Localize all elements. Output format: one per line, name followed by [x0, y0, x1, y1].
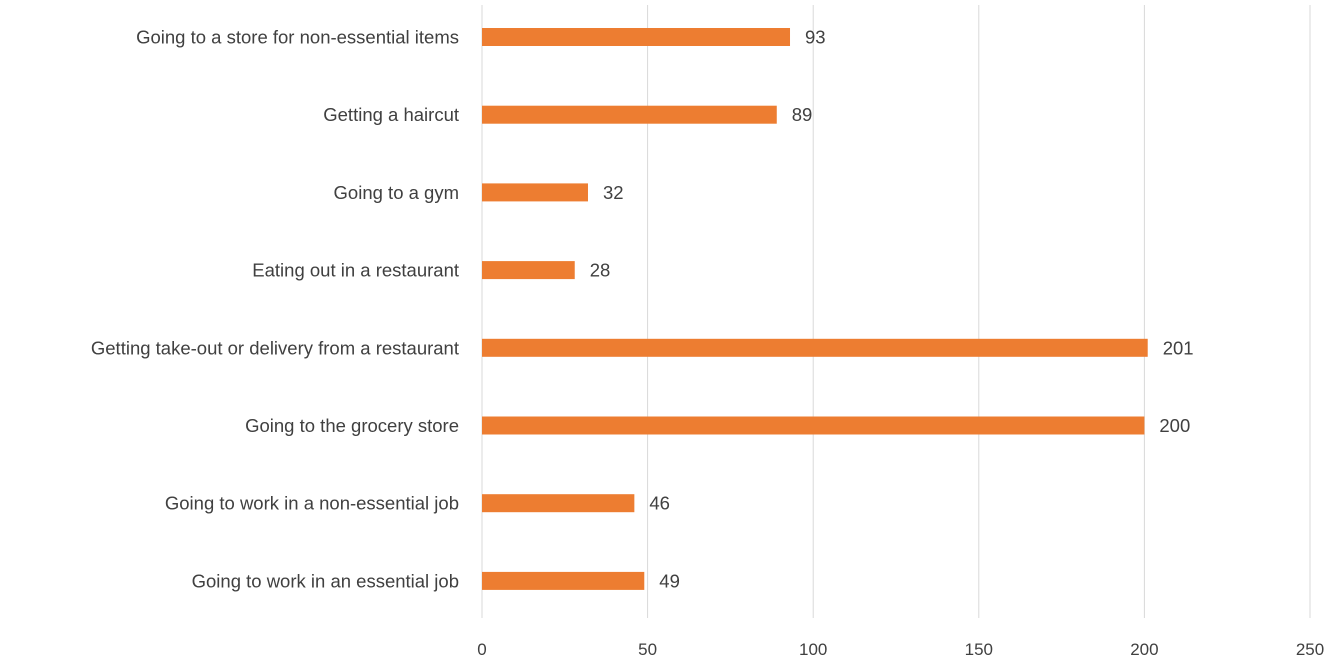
category-labels: Going to a store for non-essential items…: [91, 27, 459, 592]
bar: [482, 28, 791, 46]
category-label: Eating out in a restaurant: [252, 260, 459, 281]
x-tick-label: 0: [477, 640, 486, 659]
bars: [482, 28, 1148, 590]
data-label: 49: [659, 570, 680, 591]
category-label: Going to a store for non-essential items: [136, 27, 459, 48]
data-label: 89: [792, 104, 813, 125]
category-label: Going to work in a non-essential job: [165, 493, 459, 514]
data-label: 201: [1163, 337, 1194, 358]
x-tick-label: 100: [799, 640, 827, 659]
x-tick-label: 250: [1296, 640, 1324, 659]
bar: [482, 261, 575, 280]
data-label: 200: [1159, 415, 1190, 436]
bar: [482, 338, 1148, 357]
data-label: 46: [649, 493, 670, 514]
x-tick-label: 150: [965, 640, 993, 659]
bar: [482, 571, 645, 590]
data-label: 93: [805, 27, 826, 48]
category-label: Going to the grocery store: [245, 415, 459, 436]
data-label: 28: [590, 260, 611, 281]
bar: [482, 183, 588, 202]
data-labels: 93 89 32 28 201 200 46 49: [590, 27, 1194, 592]
x-tick-label: 50: [638, 640, 657, 659]
category-label: Getting take-out or delivery from a rest…: [91, 337, 459, 358]
category-label: Going to work in an essential job: [192, 570, 459, 591]
gridlines: [481, 5, 1311, 618]
x-axis-tick-labels: 0 50 100 150 200 250: [477, 640, 1324, 659]
bar: [482, 105, 777, 124]
bar: [482, 416, 1145, 435]
data-label: 32: [603, 182, 624, 203]
category-label: Going to a gym: [334, 182, 459, 203]
category-label: Getting a haircut: [323, 104, 459, 125]
x-tick-label: 200: [1130, 640, 1158, 659]
bar: [482, 494, 635, 513]
